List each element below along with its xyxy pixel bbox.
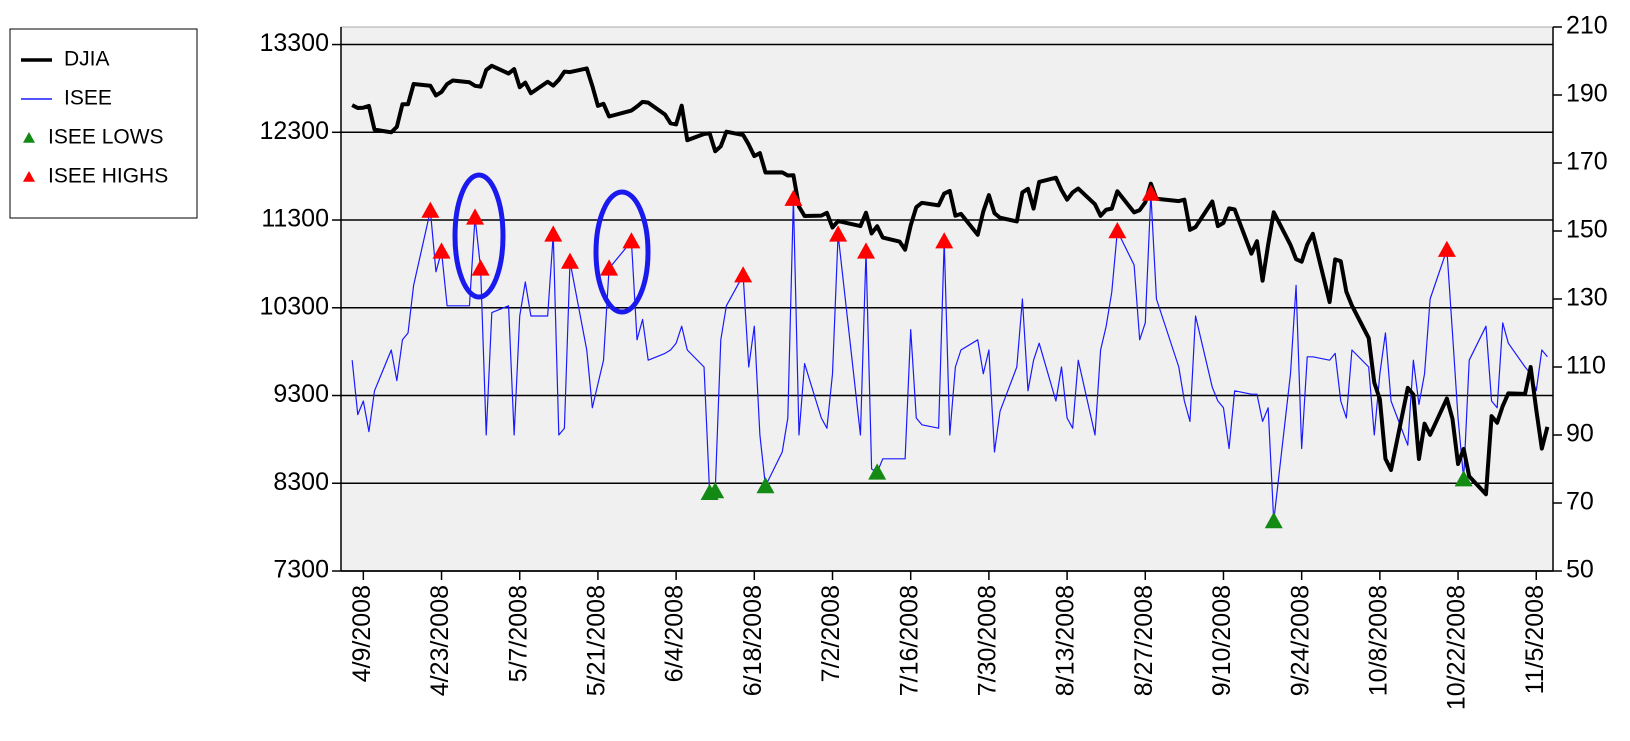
marker bbox=[622, 232, 641, 249]
marker bbox=[784, 189, 803, 206]
marker bbox=[471, 259, 490, 276]
y2-tick-label: 150 bbox=[1566, 216, 1608, 244]
x-tick-label: 9/24/2008 bbox=[1286, 585, 1314, 696]
marker bbox=[600, 259, 619, 276]
series-layer bbox=[351, 63, 1550, 529]
x-tick-label: 6/18/2008 bbox=[739, 585, 767, 696]
marker bbox=[1264, 512, 1283, 529]
marker bbox=[935, 232, 954, 249]
x-tick-label: 10/8/2008 bbox=[1364, 585, 1392, 696]
y-tick-label: 10300 bbox=[259, 292, 329, 320]
y2-tick-label: 90 bbox=[1566, 420, 1594, 448]
annotation-circle bbox=[452, 172, 506, 300]
legend-label: ISEE HIGHS bbox=[48, 165, 168, 188]
x-tick-label: 5/7/2008 bbox=[504, 585, 532, 682]
legend-entries: DJIA ISEE ISEE LOWS ISEE HIGHS bbox=[21, 48, 168, 188]
marker bbox=[706, 482, 725, 499]
marker bbox=[466, 208, 485, 225]
y2-tick-label: 170 bbox=[1566, 148, 1608, 176]
marker bbox=[1437, 240, 1456, 257]
x-tick-label: 8/27/2008 bbox=[1130, 585, 1158, 696]
marker bbox=[756, 477, 775, 494]
marker bbox=[829, 225, 848, 242]
marker bbox=[1454, 470, 1473, 487]
line-series bbox=[351, 63, 1550, 497]
y2-tick-label: 110 bbox=[1566, 352, 1606, 380]
y-tick-label: 12300 bbox=[259, 117, 329, 145]
y-tick-label: 13300 bbox=[259, 29, 329, 57]
x-tick-label: 6/4/2008 bbox=[661, 585, 689, 682]
axes: 7300 8300 9300 10300 11300 12300 13300 50 70 90 11… bbox=[259, 12, 1607, 711]
legend-swatch bbox=[23, 132, 35, 143]
legend-label: DJIA bbox=[64, 48, 110, 71]
x-tick-label: 7/2/2008 bbox=[817, 585, 845, 682]
marker bbox=[421, 201, 440, 218]
x-tick-label: 7/16/2008 bbox=[895, 585, 923, 696]
y2-tick-label: 210 bbox=[1566, 12, 1608, 40]
y2-tick-label: 130 bbox=[1566, 284, 1608, 312]
y-tick-label: 9300 bbox=[273, 380, 329, 408]
marker bbox=[857, 242, 876, 259]
marker bbox=[432, 242, 451, 259]
marker bbox=[560, 252, 579, 269]
legend-label: ISEE LOWS bbox=[48, 126, 164, 149]
annotation-circle bbox=[593, 189, 651, 315]
x-tick-label: 11/5/2008 bbox=[1521, 585, 1549, 694]
x-tick-label: 4/23/2008 bbox=[426, 585, 454, 696]
y-tick-label: 8300 bbox=[273, 468, 329, 496]
line-series bbox=[351, 193, 1548, 522]
x-tick-label: 4/9/2008 bbox=[348, 585, 376, 682]
x-tick-label: 7/30/2008 bbox=[973, 585, 1001, 696]
legend-label: ISEE bbox=[64, 87, 112, 110]
marker bbox=[544, 225, 563, 242]
x-tick-label: 8/13/2008 bbox=[1052, 585, 1080, 696]
x-tick-label: 10/22/2008 bbox=[1443, 585, 1471, 710]
y2-tick-label: 70 bbox=[1566, 488, 1594, 516]
legend-swatch bbox=[23, 171, 35, 182]
x-tick-label: 9/10/2008 bbox=[1208, 585, 1236, 696]
y2-tick-label: 190 bbox=[1566, 80, 1608, 108]
marker bbox=[734, 266, 753, 283]
marker bbox=[1108, 222, 1127, 239]
marker bbox=[1141, 184, 1160, 201]
x-tick-label: 5/21/2008 bbox=[583, 585, 611, 696]
y2-tick-label: 50 bbox=[1566, 556, 1594, 584]
marker bbox=[868, 463, 887, 480]
y-tick-label: 7300 bbox=[273, 556, 329, 584]
y-tick-label: 11300 bbox=[261, 205, 329, 233]
